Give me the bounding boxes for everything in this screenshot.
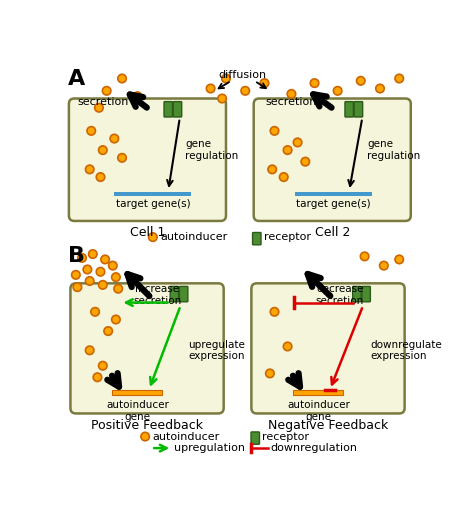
Text: receptor: receptor (264, 232, 311, 242)
Text: upregulate
expression: upregulate expression (188, 340, 245, 361)
Circle shape (95, 104, 103, 112)
Circle shape (333, 87, 342, 95)
Circle shape (104, 327, 112, 336)
Circle shape (85, 346, 94, 354)
Circle shape (395, 74, 403, 83)
Circle shape (87, 127, 95, 135)
Text: secretion: secretion (265, 96, 317, 107)
Text: receptor: receptor (262, 431, 309, 442)
Circle shape (91, 308, 100, 316)
Circle shape (360, 252, 369, 261)
FancyBboxPatch shape (362, 286, 370, 302)
Bar (293, 390, 343, 395)
Circle shape (310, 79, 319, 87)
Text: target gene(s): target gene(s) (116, 199, 190, 209)
Circle shape (293, 138, 302, 147)
Circle shape (112, 315, 120, 324)
Circle shape (301, 157, 310, 166)
Text: autoinducer
gene: autoinducer gene (106, 400, 169, 422)
Circle shape (85, 277, 94, 285)
Text: autoinducer: autoinducer (153, 431, 220, 442)
Circle shape (133, 92, 142, 101)
Circle shape (283, 146, 292, 154)
Circle shape (380, 262, 388, 270)
Circle shape (118, 74, 126, 83)
Circle shape (218, 94, 227, 103)
Text: B: B (68, 246, 85, 266)
Circle shape (109, 262, 117, 270)
Circle shape (73, 283, 82, 291)
Circle shape (78, 253, 86, 262)
Circle shape (99, 362, 107, 370)
Circle shape (280, 173, 288, 181)
FancyBboxPatch shape (170, 286, 179, 302)
Circle shape (141, 432, 149, 441)
Circle shape (260, 79, 269, 87)
Circle shape (356, 76, 365, 85)
Text: decrease
secretion: decrease secretion (316, 284, 364, 306)
Circle shape (112, 273, 120, 282)
FancyBboxPatch shape (251, 283, 405, 413)
Bar (114, 192, 191, 196)
Text: gene
regulation: gene regulation (185, 140, 238, 161)
Circle shape (83, 265, 91, 274)
Circle shape (283, 342, 292, 351)
Circle shape (206, 84, 215, 93)
Text: Positive Feedback: Positive Feedback (91, 419, 203, 432)
FancyBboxPatch shape (173, 102, 182, 117)
Circle shape (101, 255, 109, 264)
Circle shape (241, 87, 249, 95)
Circle shape (96, 173, 105, 181)
Text: gene
regulation: gene regulation (367, 140, 420, 161)
Circle shape (222, 74, 230, 83)
FancyBboxPatch shape (345, 102, 354, 117)
Circle shape (99, 146, 107, 154)
Circle shape (270, 127, 279, 135)
Text: upregulation: upregulation (174, 443, 246, 453)
Bar (112, 390, 163, 395)
Circle shape (99, 281, 107, 289)
Text: diffusion: diffusion (219, 70, 267, 81)
Text: autoinducer: autoinducer (161, 232, 228, 242)
Circle shape (376, 84, 384, 93)
Circle shape (395, 255, 403, 264)
Text: downregulate
expression: downregulate expression (371, 340, 443, 361)
FancyBboxPatch shape (253, 232, 261, 245)
FancyBboxPatch shape (164, 102, 173, 117)
Circle shape (89, 250, 97, 258)
Circle shape (270, 308, 279, 316)
FancyBboxPatch shape (69, 98, 226, 221)
Text: Cell 2: Cell 2 (315, 226, 350, 240)
Text: Cell 1: Cell 1 (130, 226, 165, 240)
FancyBboxPatch shape (353, 286, 361, 302)
Text: autoinducer
gene: autoinducer gene (287, 400, 350, 422)
Circle shape (118, 153, 126, 162)
Circle shape (287, 90, 296, 98)
FancyBboxPatch shape (354, 102, 363, 117)
Text: A: A (68, 69, 85, 89)
Text: downregulation: downregulation (271, 443, 358, 453)
Circle shape (72, 271, 80, 279)
Text: Negative Feedback: Negative Feedback (268, 419, 388, 432)
Text: secretion: secretion (77, 96, 129, 107)
FancyBboxPatch shape (251, 432, 259, 444)
Circle shape (114, 285, 122, 293)
Circle shape (102, 87, 111, 95)
Text: target gene(s): target gene(s) (296, 199, 371, 209)
Circle shape (110, 134, 118, 143)
FancyBboxPatch shape (71, 283, 224, 413)
Circle shape (149, 233, 157, 241)
Circle shape (85, 165, 94, 173)
Text: increase
secretion: increase secretion (133, 284, 182, 306)
Circle shape (265, 369, 274, 378)
Circle shape (93, 373, 101, 382)
Circle shape (268, 165, 276, 173)
FancyBboxPatch shape (179, 286, 188, 302)
Circle shape (96, 268, 105, 276)
Bar (295, 192, 372, 196)
FancyBboxPatch shape (254, 98, 411, 221)
